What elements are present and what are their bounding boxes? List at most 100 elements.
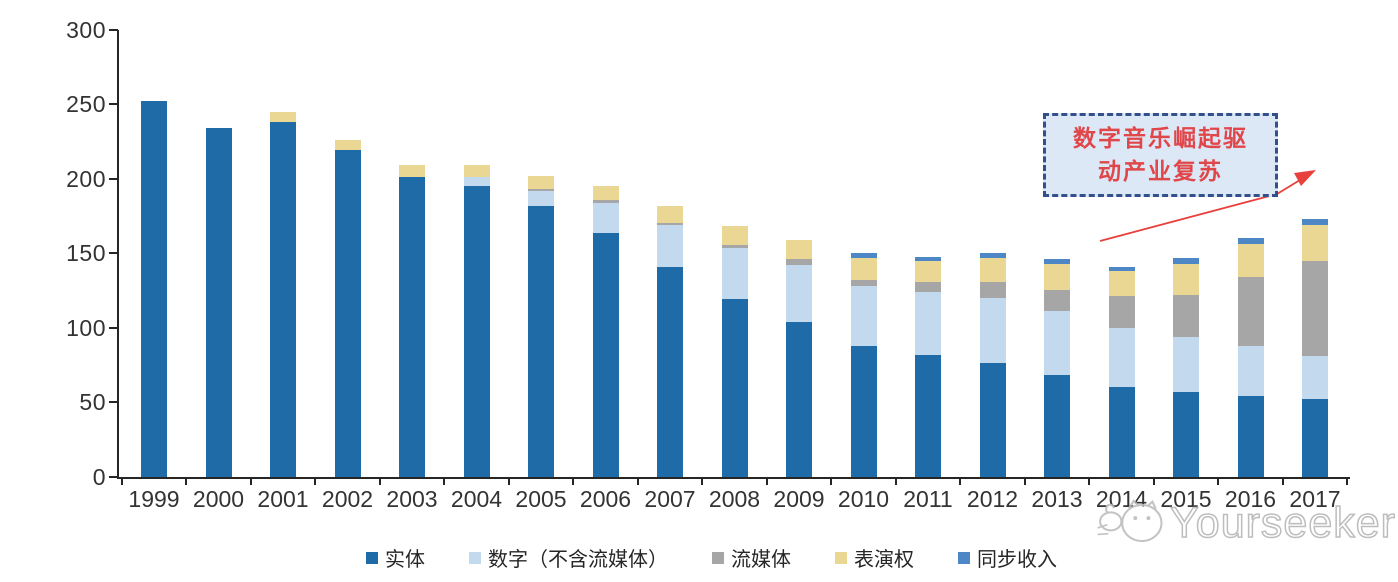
stacked-bar-2013 xyxy=(1044,259,1070,477)
bar-segment xyxy=(850,345,877,477)
bar-segment xyxy=(205,128,232,477)
x-axis-tick xyxy=(572,477,575,485)
stacked-bar-2004 xyxy=(463,165,490,477)
bar-segment xyxy=(657,266,683,477)
bar-segment xyxy=(1108,296,1135,328)
x-axis-tick xyxy=(765,477,768,485)
legend-item: 数字（不含流媒体） xyxy=(469,543,668,572)
bar-segment xyxy=(592,203,619,234)
x-axis-tick-label: 2006 xyxy=(579,486,632,512)
legend-swatch xyxy=(712,551,724,564)
bar-segment xyxy=(528,189,554,191)
bar-segment xyxy=(721,248,748,300)
x-axis-tick xyxy=(443,477,446,485)
bar-segment xyxy=(1302,399,1328,477)
x-axis-tick-label: 2002 xyxy=(321,486,374,512)
x-axis-tick-label: 2000 xyxy=(192,486,245,512)
legend-swatch xyxy=(835,551,847,564)
x-axis-tick xyxy=(1346,477,1349,485)
bar-segment xyxy=(979,257,1006,283)
y-axis-tick xyxy=(109,252,118,255)
stacked-bar-2006 xyxy=(592,185,619,477)
bar-segment xyxy=(1237,277,1264,346)
bar-segment xyxy=(1302,224,1328,261)
bar-segment xyxy=(979,253,1006,258)
bar-segment xyxy=(1302,260,1328,356)
bar-segment xyxy=(528,190,554,206)
bar-segment xyxy=(399,177,425,477)
x-axis-tick xyxy=(1152,477,1155,485)
bar-segment xyxy=(786,321,812,477)
bar-segment xyxy=(1108,271,1135,297)
bar-segment xyxy=(1108,327,1135,388)
x-axis-tick-label: 2005 xyxy=(515,486,567,512)
bar-segment xyxy=(270,122,296,477)
bar-segment xyxy=(915,291,941,356)
bar-segment xyxy=(592,185,619,201)
x-axis-tick-label: 2012 xyxy=(966,486,1019,512)
y-axis-tick-label: 300 xyxy=(66,17,106,43)
y-axis-tick-label: 150 xyxy=(66,240,106,267)
bar-segment xyxy=(463,176,490,187)
cat-logo-icon xyxy=(1097,499,1163,543)
bar-segment xyxy=(270,111,296,123)
stacked-bar-1999 xyxy=(141,101,167,477)
x-axis-tick-label: 2003 xyxy=(386,486,438,512)
x-axis-tick xyxy=(701,477,704,485)
bar-segment xyxy=(528,175,554,190)
watermark: Yourseeker xyxy=(1096,488,1396,558)
bar-segment xyxy=(1302,219,1328,225)
x-axis-line xyxy=(117,476,1350,479)
bar-segment xyxy=(657,222,683,225)
stacked-bar-2001 xyxy=(270,111,296,477)
bar-segment xyxy=(334,149,361,477)
x-axis-tick xyxy=(830,477,833,485)
stacked-bar-2016 xyxy=(1237,238,1264,477)
bar-segment xyxy=(1108,387,1135,477)
bar-segment xyxy=(1044,375,1070,477)
legend-label: 流媒体 xyxy=(731,549,791,571)
stacked-bar-2007 xyxy=(657,205,683,477)
bar-segment xyxy=(1044,263,1070,291)
y-axis-tick-label: 200 xyxy=(66,165,106,192)
x-axis-tick xyxy=(378,477,381,485)
bar-segment xyxy=(1173,336,1199,392)
x-axis-tick-label: 2007 xyxy=(644,486,696,512)
stacked-bar-2011 xyxy=(915,257,941,477)
x-axis-tick-label: 2013 xyxy=(1031,486,1083,512)
bar-segment xyxy=(850,253,877,258)
bar-segment xyxy=(334,140,361,150)
legend-item: 同步收入 xyxy=(958,543,1057,572)
legend-item: 表演权 xyxy=(835,543,914,572)
y-axis-line xyxy=(117,30,119,478)
legend-label: 实体 xyxy=(385,549,425,571)
legend-label: 数字（不含流媒体） xyxy=(488,549,668,571)
bar-segment xyxy=(786,239,812,260)
watermark-text: Yourseeker xyxy=(1169,498,1396,548)
stacked-bar-2014 xyxy=(1108,266,1135,477)
x-axis-tick-label: 2010 xyxy=(837,486,890,512)
bar-segment xyxy=(1044,290,1070,312)
bar-segment xyxy=(721,225,748,246)
legend-label: 同步收入 xyxy=(977,549,1057,571)
stacked-bar-2017 xyxy=(1302,219,1328,477)
y-axis-tick xyxy=(109,29,118,31)
bar-segment xyxy=(979,297,1006,364)
bar-segment xyxy=(1302,355,1328,400)
x-axis-tick xyxy=(636,477,639,485)
bar-segment xyxy=(1237,396,1264,477)
legend-item: 实体 xyxy=(366,543,425,572)
x-axis-tick-label: 2004 xyxy=(450,486,503,512)
x-axis-tick-label: 2011 xyxy=(903,486,953,512)
bar-segment xyxy=(1237,345,1264,397)
legend-item: 流媒体 xyxy=(712,543,791,572)
stacked-bar-2000 xyxy=(205,128,232,477)
stacked-bar-2005 xyxy=(528,175,554,477)
x-axis-tick-label: 2017 xyxy=(1289,486,1341,512)
bar-segment xyxy=(979,363,1006,477)
x-axis-tick xyxy=(249,477,252,485)
x-axis-tick xyxy=(1281,477,1284,485)
bar-segment xyxy=(1044,311,1070,376)
bar-segment xyxy=(1108,266,1135,272)
